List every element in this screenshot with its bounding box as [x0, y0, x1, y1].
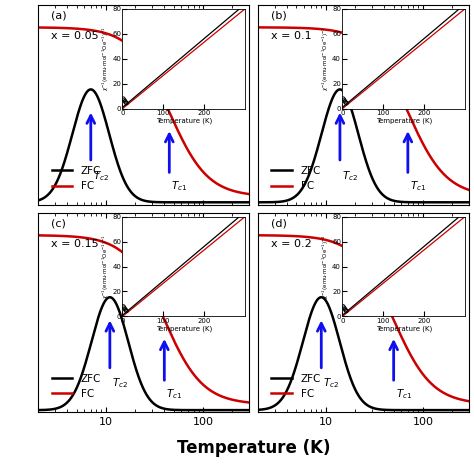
Text: $T_{c1}$: $T_{c1}$ [410, 179, 426, 193]
Text: (d): (d) [271, 219, 286, 228]
Legend: ZFC, FC: ZFC, FC [267, 162, 325, 195]
Text: $T_{c2}$: $T_{c2}$ [342, 169, 358, 182]
Text: x = 0.2: x = 0.2 [271, 238, 311, 248]
Text: Temperature (K): Temperature (K) [177, 439, 330, 457]
Text: $T_{c2}$: $T_{c2}$ [323, 376, 339, 390]
Text: x = 0.05: x = 0.05 [51, 31, 98, 41]
Text: $T_{c1}$: $T_{c1}$ [166, 387, 182, 401]
Text: $T_{c2}$: $T_{c2}$ [93, 169, 109, 182]
Legend: ZFC, FC: ZFC, FC [267, 370, 325, 403]
Text: (c): (c) [51, 219, 65, 228]
Text: $T_{c1}$: $T_{c1}$ [396, 387, 412, 401]
Text: $T_{c2}$: $T_{c2}$ [112, 376, 128, 390]
Text: (b): (b) [271, 11, 286, 21]
Legend: ZFC, FC: ZFC, FC [47, 370, 105, 403]
Text: $T_{c1}$: $T_{c1}$ [172, 179, 188, 193]
Text: (a): (a) [51, 11, 66, 21]
Text: x = 0.1: x = 0.1 [271, 31, 311, 41]
Text: x = 0.15: x = 0.15 [51, 238, 98, 248]
Legend: ZFC, FC: ZFC, FC [47, 162, 105, 195]
